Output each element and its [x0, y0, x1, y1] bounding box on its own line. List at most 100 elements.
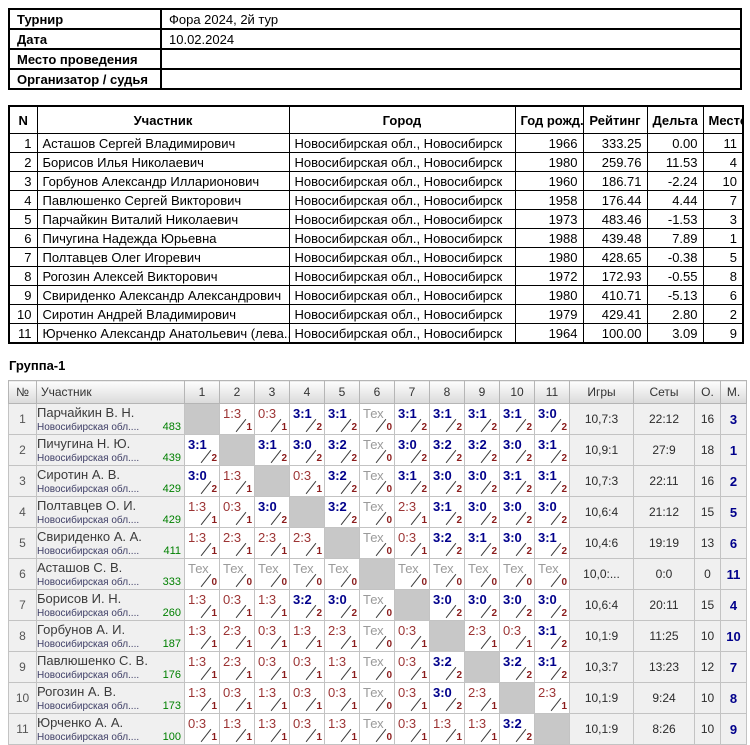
match-score: 0:3 — [398, 654, 417, 669]
match-score: 0:3 — [398, 530, 417, 545]
crosstable-col-header: 1 — [184, 380, 220, 404]
info-label-date: Дата — [8, 28, 162, 50]
match-score: Тех — [363, 406, 384, 421]
participants-table-body: 1 Асташов Сергей Владимирович Новосибирска… — [8, 133, 744, 344]
tournament-info-body: Турнир Фора 2024, 2й тур Дата 10.02.2024… — [8, 8, 742, 90]
result-cell: 0:3 1 — [289, 651, 325, 683]
participant-rating: 429.41 — [582, 304, 648, 324]
match-score: 2:3 — [468, 623, 487, 638]
match-score: 0:3 — [293, 468, 312, 483]
result-cell: 3:2 2 — [324, 496, 360, 528]
participant-city: Новосибирская обл., Новосибирск — [288, 209, 516, 229]
match-score: 3:2 — [328, 437, 347, 452]
match-score: 0:3 — [223, 499, 242, 514]
participants-header-row: N Участник Город Год рожд. Рейтинг Дельта Мест… — [8, 105, 744, 134]
match-score: 3:1 — [293, 406, 312, 421]
match-score: 3:1 — [538, 437, 557, 452]
crosstable-row: 4 Полтавцев О. И. Новосибирская обл.... 429… — [8, 496, 747, 528]
match-points: 2 — [491, 453, 497, 464]
participant-birth-year: 1966 — [514, 133, 584, 153]
match-score: Тех — [328, 561, 349, 576]
match-points: 0 — [386, 515, 392, 526]
sets-cell: 0:0 — [633, 558, 695, 590]
group-participant-subrow: Новосибирская обл.... 411 — [37, 545, 184, 557]
match-points: 0 — [386, 546, 392, 557]
result-cell: 2:3 1 — [254, 527, 290, 559]
match-points: 1 — [316, 670, 322, 681]
group-participant-cell: Горбунов А. И. Новосибирская обл.... 187 — [36, 620, 185, 652]
match-points: 2 — [421, 484, 427, 495]
result-cell: 3:1 2 — [534, 527, 570, 559]
match-points: 1 — [491, 701, 497, 712]
participant-birth-year: 1964 — [514, 323, 584, 344]
match-score: 1:3 — [223, 468, 242, 483]
match-points: 1 — [211, 515, 217, 526]
games-cell: 10,0:... — [569, 558, 634, 590]
match-points: 0 — [386, 422, 392, 433]
match-points: 2 — [316, 608, 322, 619]
score-points-cell: 13 — [694, 527, 721, 559]
match-points: 1 — [421, 670, 427, 681]
participant-region: Новосибирская обл.... — [37, 546, 140, 557]
participants-col-header: Год рожд. — [514, 105, 584, 134]
participant-birth-year: 1973 — [514, 209, 584, 229]
result-cell: 3:1 2 — [184, 434, 220, 466]
match-score: 1:3 — [433, 716, 452, 731]
result-cell: Тех 0 — [254, 558, 290, 590]
match-score: 2:3 — [223, 654, 242, 669]
result-cell: 2:3 1 — [534, 682, 570, 714]
match-points: 1 — [211, 670, 217, 681]
participant-delta: -2.24 — [646, 171, 704, 191]
crosstable-col-header: 9 — [464, 380, 500, 404]
match-score: 0:3 — [398, 623, 417, 638]
crosstable-col-header: 5 — [324, 380, 360, 404]
match-points: 2 — [561, 608, 567, 619]
row-number: 8 — [8, 620, 37, 652]
match-points: 2 — [491, 484, 497, 495]
match-score: 3:1 — [433, 499, 452, 514]
match-points: 1 — [246, 639, 252, 650]
match-points: 1 — [281, 422, 287, 433]
participant-rating: 429 — [162, 514, 181, 526]
result-cell: 1:3 1 — [184, 589, 220, 621]
match-points: 1 — [421, 515, 427, 526]
match-points: 2 — [456, 422, 462, 433]
match-score: 1:3 — [328, 716, 347, 731]
match-points: 2 — [456, 670, 462, 681]
result-cell: 3:1 2 — [394, 465, 430, 497]
match-score: 0:3 — [258, 623, 277, 638]
match-points: 2 — [561, 453, 567, 464]
group-participant-subrow: Новосибирская обл.... 260 — [38, 607, 184, 619]
result-cell: 3:0 2 — [254, 496, 290, 528]
match-points: 1 — [211, 701, 217, 712]
match-points: 1 — [246, 608, 252, 619]
participant-place: 8 — [702, 266, 744, 286]
group-participant-subrow: Новосибирская обл.... 173 — [38, 700, 184, 712]
match-score: 3:2 — [433, 437, 452, 452]
participant-row: 8 Рогозин Алексей Викторович Новосибирская… — [8, 266, 744, 286]
group-participant-subrow: Новосибирская обл.... 187 — [38, 638, 184, 650]
match-points: 1 — [421, 546, 427, 557]
match-score: 3:0 — [503, 592, 522, 607]
match-points: 1 — [211, 732, 217, 743]
participant-rating: 439 — [162, 452, 181, 464]
match-points: 2 — [561, 484, 567, 495]
match-points: 1 — [316, 732, 322, 743]
result-cell: Тех 0 — [219, 558, 255, 590]
group-participant-name: Павлюшенко С. В. — [37, 653, 148, 668]
diagonal-cell — [464, 651, 500, 683]
participant-delta: 4.44 — [646, 190, 704, 210]
match-score: 0:3 — [293, 654, 312, 669]
participant-region: Новосибирская обл.... — [37, 484, 140, 495]
match-points: 1 — [526, 639, 532, 650]
diagonal-cell — [359, 558, 395, 590]
participant-city: Новосибирская обл., Новосибирск — [288, 171, 516, 191]
match-points: 0 — [456, 577, 462, 588]
info-label-venue: Место проведения — [8, 48, 162, 70]
result-cell: 2:3 1 — [464, 620, 500, 652]
match-score: Тех — [433, 561, 454, 576]
match-score: 2:3 — [293, 530, 312, 545]
match-points: 1 — [211, 546, 217, 557]
match-points: 2 — [351, 453, 357, 464]
participant-birth-year: 1980 — [514, 247, 584, 267]
